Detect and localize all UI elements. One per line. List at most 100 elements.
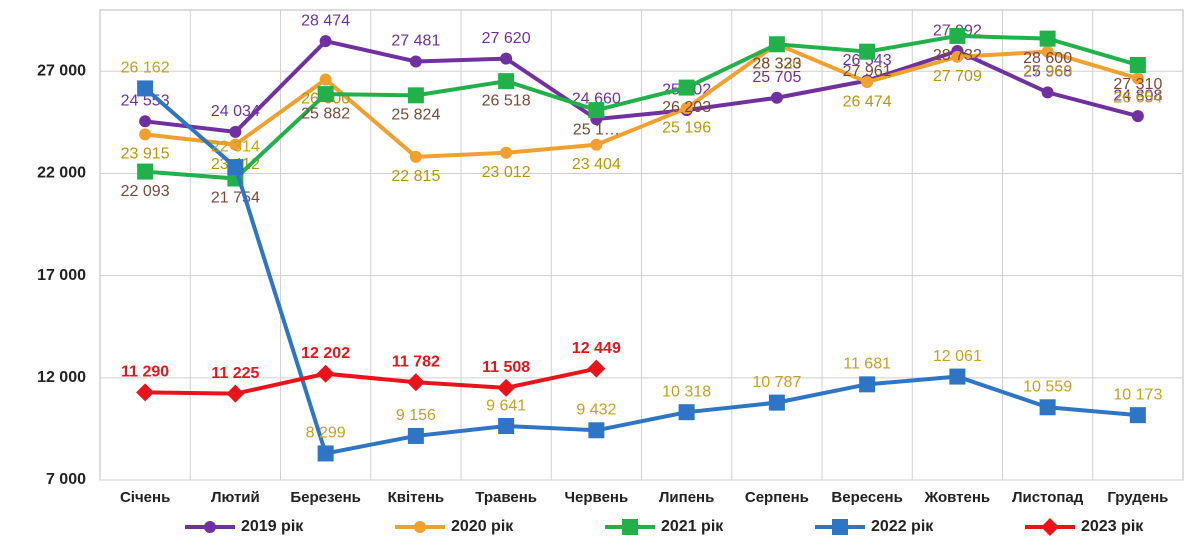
data-point xyxy=(136,383,155,402)
data-label: 27 709 xyxy=(933,68,982,85)
data-point xyxy=(497,378,516,397)
legend-label: 2021 рік xyxy=(661,518,724,535)
data-point xyxy=(680,102,693,115)
data-label: 26 203 xyxy=(662,99,711,116)
data-label: 26 543 xyxy=(843,52,892,69)
data-label: 22 314 xyxy=(211,138,260,155)
data-point xyxy=(770,91,783,104)
data-label: 28 474 xyxy=(301,12,350,29)
data-point xyxy=(498,73,515,90)
data-label: 11 225 xyxy=(211,365,259,382)
legend-marker xyxy=(622,519,638,535)
x-tick-label: Січень xyxy=(120,489,170,506)
series-line xyxy=(143,86,1139,456)
x-tick-label: Березень xyxy=(290,489,361,506)
data-point xyxy=(859,376,876,393)
data-label: 28 323 xyxy=(752,55,801,72)
data-point xyxy=(229,138,242,151)
data-point xyxy=(406,373,425,392)
data-label: 26 654 xyxy=(1113,90,1162,107)
data-point xyxy=(768,394,785,411)
data-point xyxy=(1039,399,1056,416)
series-line xyxy=(144,33,1139,181)
legend-label: 2020 рік xyxy=(451,518,514,535)
data-point xyxy=(500,146,513,159)
x-tick-label: Червень xyxy=(565,489,629,506)
data-label: 11 508 xyxy=(482,359,530,376)
data-label: 26 162 xyxy=(121,60,170,77)
data-label: 25 968 xyxy=(1023,64,1072,81)
data-label: 23 915 xyxy=(121,146,170,163)
data-label: 22 815 xyxy=(391,168,440,185)
data-label: 12 061 xyxy=(933,348,982,365)
data-point xyxy=(316,364,335,383)
data-label: 24 808 xyxy=(1113,87,1162,104)
data-point xyxy=(409,150,422,163)
data-label: 24 034 xyxy=(211,103,260,120)
data-label: 11 681 xyxy=(843,356,891,373)
data-label: 25 1… xyxy=(573,121,620,138)
data-label: 9 432 xyxy=(576,402,616,419)
data-point xyxy=(319,35,332,48)
data-label: 8 299 xyxy=(306,425,346,442)
data-point xyxy=(137,163,154,180)
data-point xyxy=(949,368,966,385)
x-tick-label: Грудень xyxy=(1107,489,1168,506)
data-point xyxy=(590,138,603,151)
data-point xyxy=(588,102,605,119)
data-point xyxy=(1129,56,1146,73)
data-label: 25 824 xyxy=(391,107,440,124)
data-label: 12 202 xyxy=(301,345,350,362)
data-label: 28 330 xyxy=(752,55,801,72)
legend-marker xyxy=(832,519,848,535)
legend-label: 2023 рік xyxy=(1081,518,1144,535)
legend-label: 2022 рік xyxy=(871,518,934,535)
data-label: 11 782 xyxy=(392,353,440,370)
data-label: 26 518 xyxy=(482,92,531,109)
data-label: 28 732 xyxy=(933,47,982,64)
data-label: 25 882 xyxy=(301,105,350,122)
x-tick-label: Лютий xyxy=(211,489,260,506)
data-point xyxy=(498,418,515,435)
data-point xyxy=(139,115,152,128)
data-label: 25 705 xyxy=(752,69,801,86)
data-label: 11 290 xyxy=(121,364,169,381)
data-point xyxy=(407,87,424,104)
data-point xyxy=(139,128,152,141)
data-point xyxy=(229,125,242,138)
data-label: 21 754 xyxy=(211,190,260,207)
legend-marker xyxy=(204,521,216,533)
data-point xyxy=(768,36,785,53)
data-point xyxy=(859,43,876,60)
series-line xyxy=(144,41,1139,159)
data-point xyxy=(317,445,334,462)
data-point xyxy=(319,73,332,86)
data-label: 27 961 xyxy=(843,63,892,80)
data-label: 9 641 xyxy=(486,397,526,414)
data-label: 23 404 xyxy=(572,156,621,173)
data-point xyxy=(949,27,966,44)
data-point xyxy=(1041,45,1054,58)
data-label: 10 173 xyxy=(1113,386,1162,403)
legend-label: 2019 рік xyxy=(241,518,304,535)
y-tick-label: 22 000 xyxy=(37,165,86,182)
data-label: 25 196 xyxy=(662,119,711,136)
y-tick-label: 7 000 xyxy=(46,471,86,488)
data-point xyxy=(1041,86,1054,99)
legend-marker xyxy=(414,521,426,533)
data-point xyxy=(588,422,605,439)
data-label: 12 449 xyxy=(572,340,621,357)
data-label: 9 156 xyxy=(396,407,436,424)
data-point xyxy=(1039,30,1056,47)
x-tick-label: Листопад xyxy=(1012,489,1084,506)
data-point xyxy=(407,427,424,444)
data-point xyxy=(861,76,874,89)
x-tick-label: Жовтень xyxy=(924,489,991,506)
data-label: 24 660 xyxy=(572,90,621,107)
data-point xyxy=(227,159,244,176)
x-tick-label: Серпень xyxy=(745,489,809,506)
data-label: 26 474 xyxy=(843,93,892,110)
x-tick-label: Вересень xyxy=(831,489,902,506)
data-point xyxy=(951,50,964,63)
